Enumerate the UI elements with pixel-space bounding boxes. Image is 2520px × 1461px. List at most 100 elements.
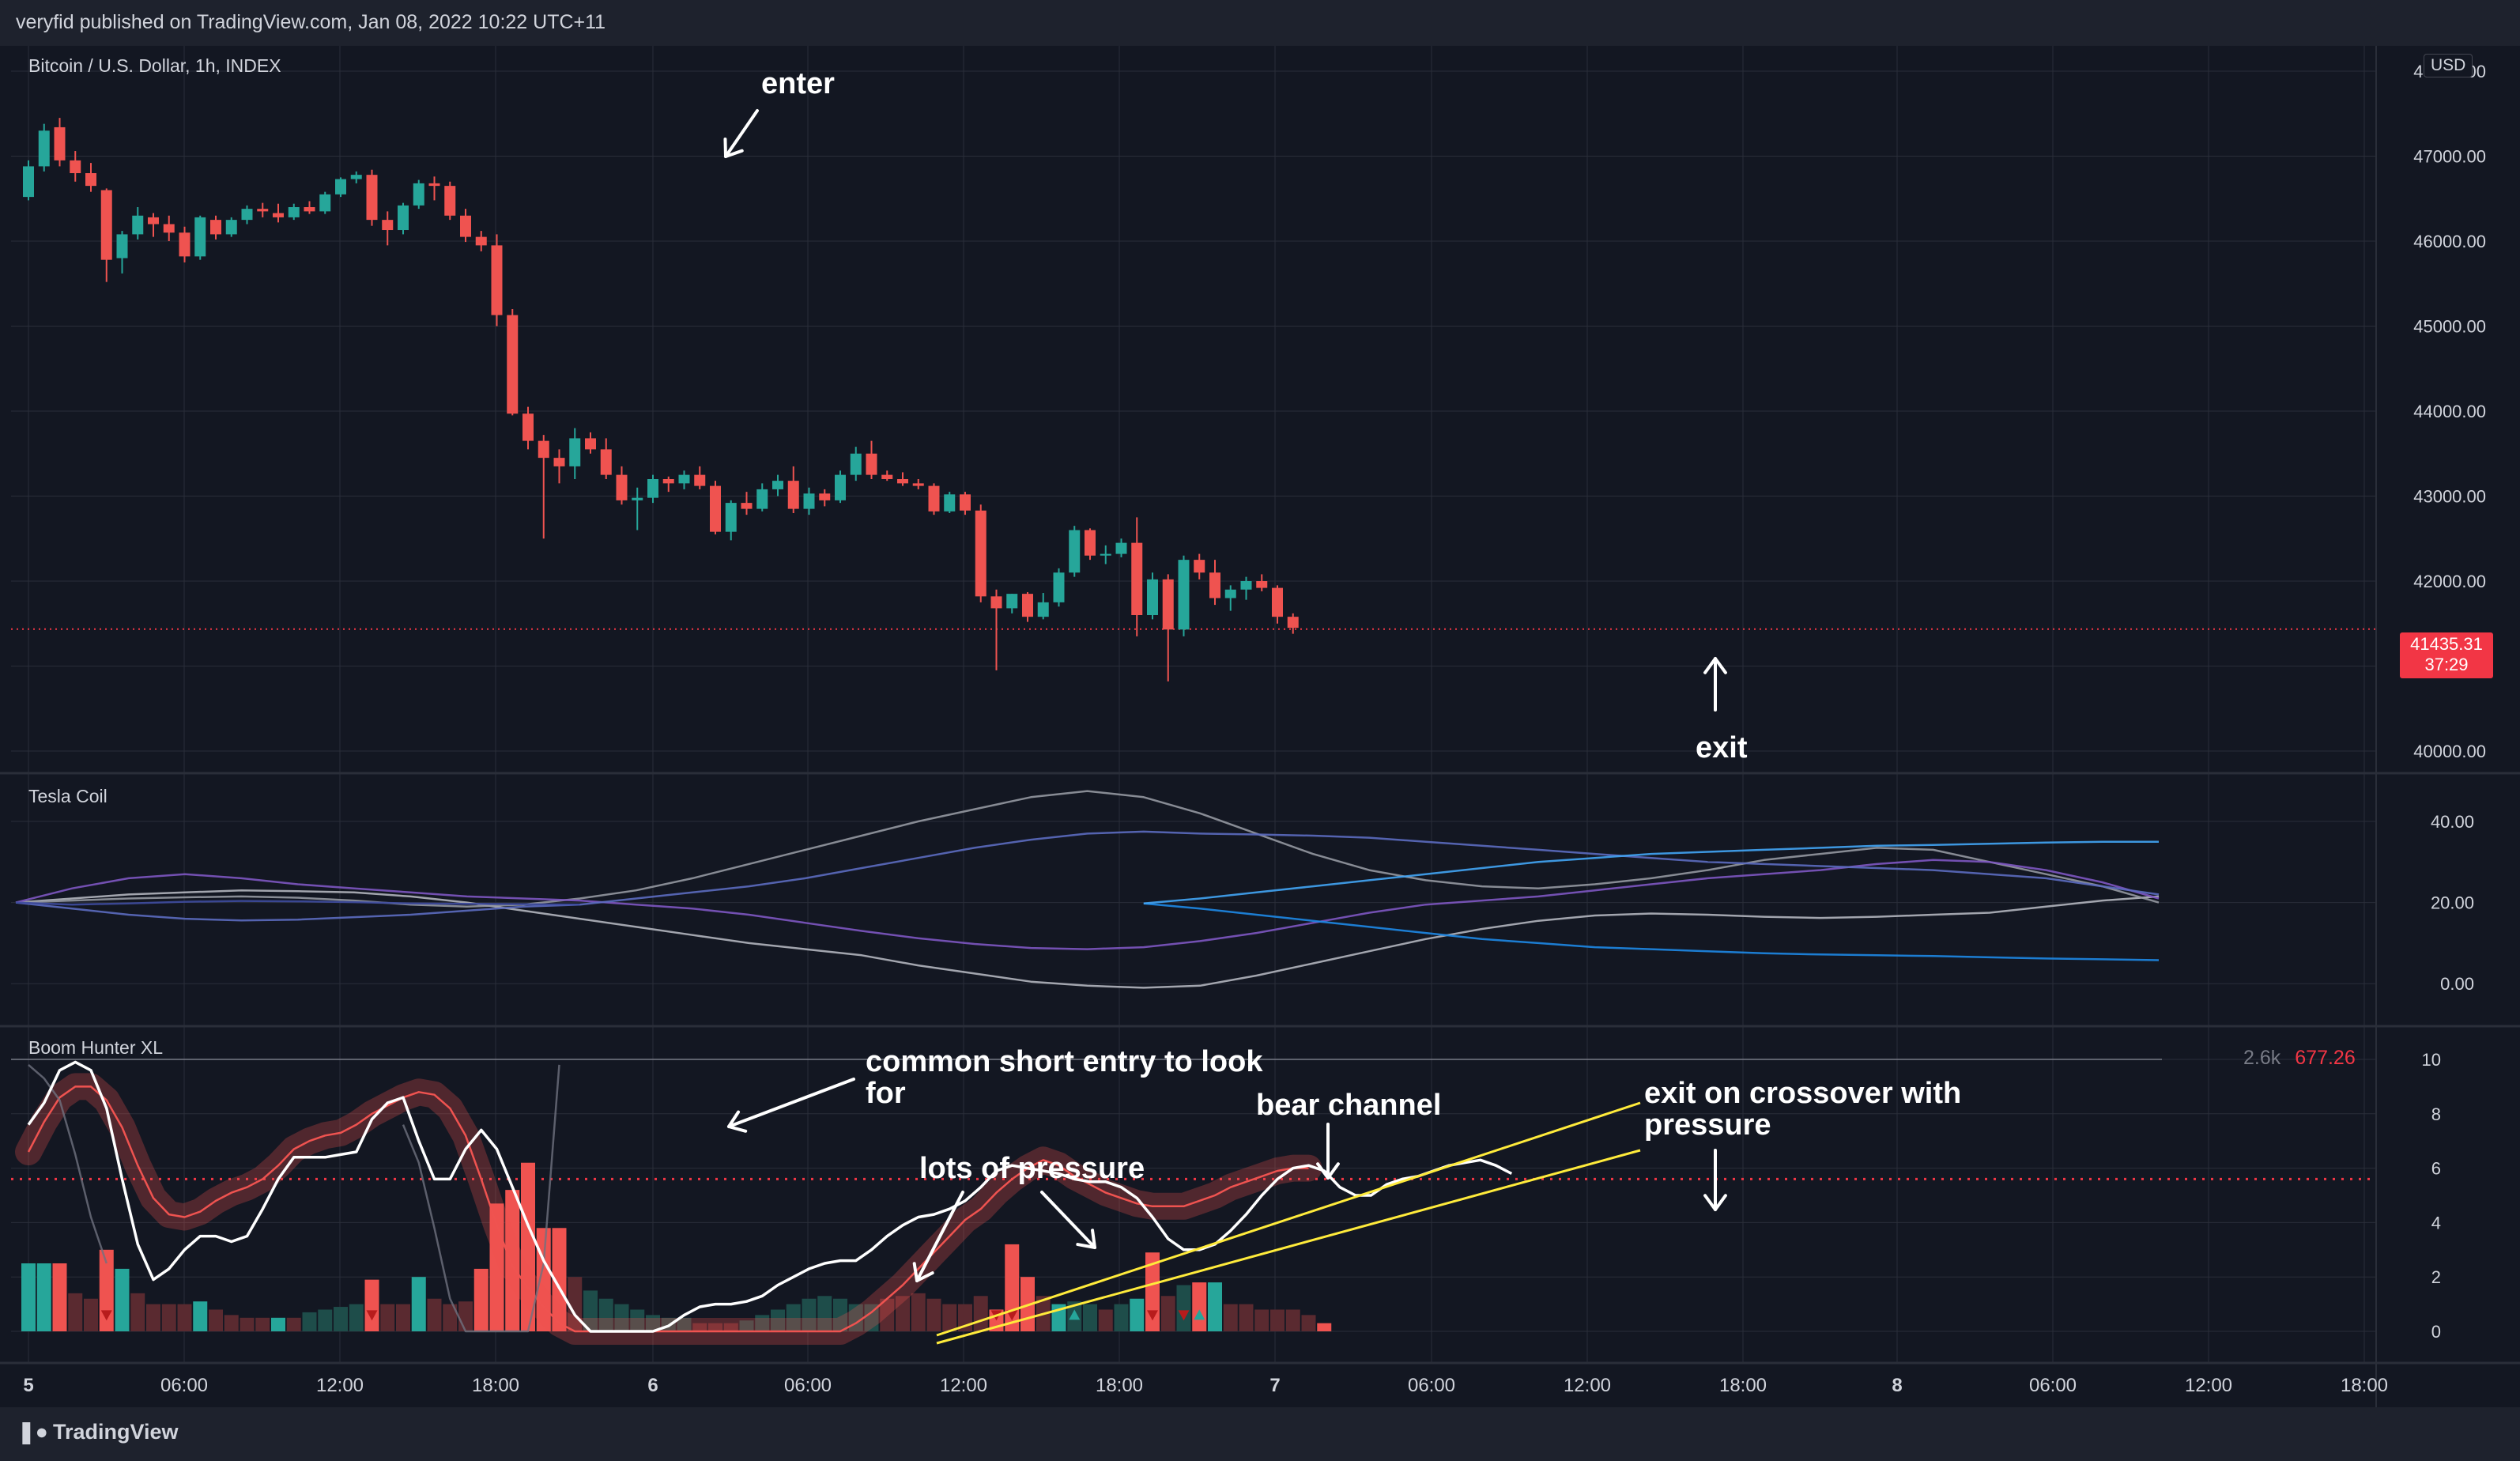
pressure-bar: [1083, 1304, 1097, 1331]
annotation-short-entry: common short entry to look for: [866, 1045, 1263, 1110]
candle-body: [850, 453, 862, 475]
candle-body: [694, 474, 706, 486]
pressure-bar: [630, 1309, 645, 1331]
arrow-head: [1703, 1194, 1727, 1211]
price-pane-title: Bitcoin / U.S. Dollar, 1h, INDEX: [28, 55, 281, 76]
pressure-bar: [209, 1309, 223, 1331]
candle-body: [304, 207, 315, 212]
candle: [866, 440, 877, 479]
candle-body: [38, 130, 50, 167]
price-axis-label: 47000.00: [2413, 147, 2486, 167]
pressure-bar: [896, 1296, 910, 1331]
pressure-bar: [302, 1312, 317, 1331]
tesla-series-line: [15, 830, 2160, 922]
candle: [194, 215, 206, 260]
pressure-bar: [240, 1317, 255, 1331]
tesla-axis-label: 20.00: [2431, 893, 2474, 913]
pressure-bar: [1114, 1304, 1129, 1331]
tradingview-logo[interactable]: ❚● TradingView: [17, 1420, 178, 1444]
short-entry-arrow-icon: [727, 1078, 855, 1133]
candle: [273, 203, 284, 223]
candle-body: [1287, 617, 1299, 629]
candle: [350, 171, 362, 183]
last-price-value: 41435.31: [2410, 634, 2483, 654]
candle: [1272, 585, 1283, 624]
candle-body: [819, 493, 831, 500]
price-axis-label: 45000.00: [2413, 317, 2486, 337]
tesla-axis-label: 40.00: [2431, 812, 2474, 832]
pressure-bar: [755, 1315, 770, 1331]
tesla-series-line: [1143, 902, 2160, 961]
candle-body: [428, 183, 440, 187]
enter-arrow-icon: [723, 109, 759, 158]
publish-info: veryfid published on TradingView.com, Ja…: [16, 11, 606, 33]
candle-body: [507, 315, 519, 414]
pressure-bar: [677, 1317, 692, 1331]
boom-values: 2.6k 677.26: [2243, 1047, 2356, 1070]
candle-body: [23, 166, 34, 198]
candle: [803, 487, 815, 515]
candle-body: [163, 224, 175, 233]
pressure-bar: [255, 1317, 270, 1331]
candle-body: [1194, 560, 1205, 573]
tesla-pane-title: Tesla Coil: [28, 786, 108, 806]
buy-signal-icon: [1131, 1309, 1143, 1320]
candle: [460, 209, 471, 243]
x-axis-tick-label: 18:00: [1096, 1375, 1143, 1396]
tesla-series-line: [15, 889, 2160, 989]
pressure-bar: [942, 1304, 957, 1331]
candle-body: [835, 474, 846, 500]
candle-body: [148, 217, 159, 225]
candle: [850, 447, 862, 481]
candle: [1085, 528, 1096, 561]
pressure-bar: [52, 1263, 67, 1331]
pressure-bar: [130, 1293, 145, 1331]
candle: [897, 472, 908, 486]
candle: [944, 492, 956, 513]
candle-body: [366, 175, 378, 221]
candle-body: [1131, 542, 1143, 615]
candle: [54, 118, 66, 167]
candle: [1209, 560, 1220, 606]
pressure-bar: [708, 1323, 722, 1331]
arrow-shaft: [724, 109, 759, 158]
candle: [1256, 574, 1268, 591]
sell-signal-icon: [1006, 1310, 1018, 1321]
currency-button[interactable]: USD: [2424, 54, 2473, 77]
boom-value-1: 2.6k: [2243, 1047, 2281, 1069]
boom-axis-label: 8: [2431, 1104, 2441, 1124]
pressure-bar: [349, 1304, 364, 1331]
sell-signal-icon: [100, 1310, 112, 1321]
pressure-bar: [458, 1301, 473, 1331]
pressure-bar: [21, 1263, 36, 1331]
candle: [881, 470, 893, 481]
candle-body: [179, 232, 191, 257]
candle: [1100, 545, 1111, 564]
pressure-bar: [1192, 1282, 1207, 1331]
candle-body: [1240, 581, 1252, 590]
x-axis-tick-label: 18:00: [2341, 1375, 2388, 1396]
x-axis-tick-label: 5: [23, 1375, 33, 1396]
x-axis-tick-label: 6: [647, 1375, 658, 1396]
candle: [179, 226, 191, 262]
annotation-crossover: exit on crossover with pressure: [1644, 1077, 1961, 1142]
pressure-bar: [177, 1304, 192, 1331]
x-axis-tick-label: 8: [1892, 1375, 1902, 1396]
tradingview-brand: TradingView: [52, 1420, 179, 1444]
candle: [912, 479, 924, 489]
candle: [787, 466, 799, 513]
candle: [1131, 517, 1143, 636]
x-axis-tick-label: 06:00: [784, 1375, 832, 1396]
candle: [538, 435, 549, 539]
price-axis-label: 46000.00: [2413, 232, 2486, 251]
candle-body: [710, 485, 721, 532]
candle-body: [787, 481, 799, 509]
pressure-bar: [146, 1304, 160, 1331]
exit-arrow-icon: [1703, 657, 1727, 712]
boom-axis-label: 2: [2431, 1267, 2441, 1287]
candle-body: [54, 126, 66, 160]
pressure-bar: [380, 1304, 395, 1331]
pressure-bar: [1160, 1296, 1175, 1331]
candle: [1115, 538, 1127, 557]
